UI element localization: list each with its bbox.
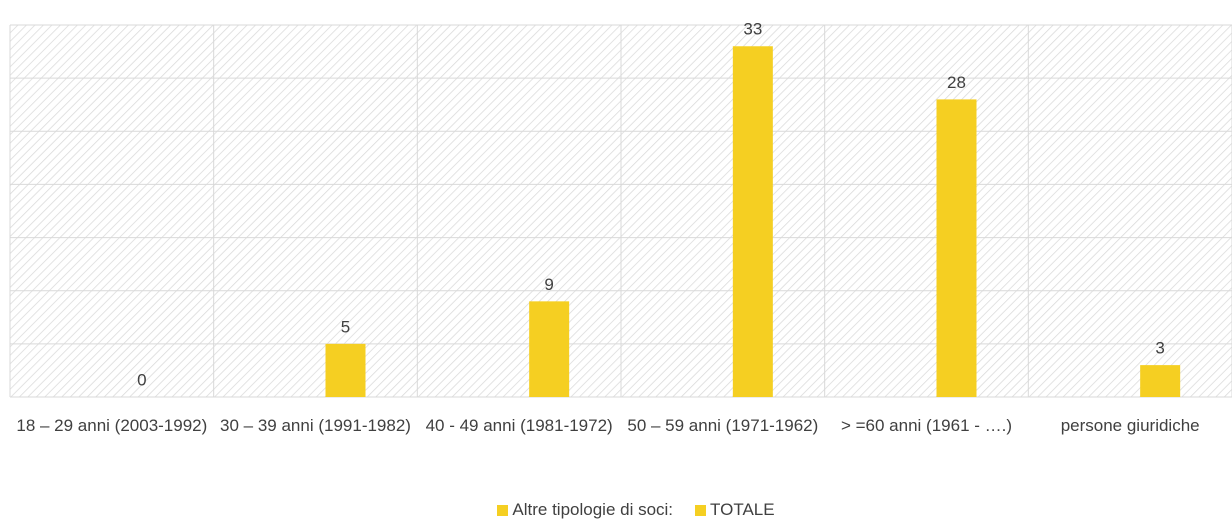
legend-swatch xyxy=(695,504,707,516)
bar xyxy=(936,99,977,398)
legend-item: Altre tipologie di soci: xyxy=(497,500,673,520)
bar xyxy=(529,301,570,397)
data-label: 0 xyxy=(137,370,146,389)
x-tick-label: persone giuridiche xyxy=(1060,416,1200,435)
data-label: 3 xyxy=(1155,339,1164,358)
x-tick-label: 50 – 59 anni (1971-1962) xyxy=(627,416,819,435)
legend: Altre tipologie di soci: TOTALE xyxy=(0,500,1232,520)
data-label: 9 xyxy=(544,275,553,294)
data-label: 28 xyxy=(947,73,966,92)
legend-label: TOTALE xyxy=(710,500,775,519)
legend-items: Altre tipologie di soci: TOTALE xyxy=(0,500,1232,520)
x-tick-label: 30 – 39 anni (1991-1982) xyxy=(220,416,411,435)
data-label: 5 xyxy=(341,317,350,336)
legend-item: TOTALE xyxy=(695,500,775,520)
bar xyxy=(325,343,366,397)
x-tick-label: > =60 anni (1961 - ….) xyxy=(840,416,1013,435)
bar xyxy=(1140,365,1181,397)
x-tick-label: 18 – 29 anni (2003-1992) xyxy=(16,416,208,435)
bar xyxy=(732,46,773,397)
x-tick-label: 40 - 49 anni (1981-1972) xyxy=(425,416,613,435)
legend-label: Altre tipologie di soci: xyxy=(512,500,674,519)
legend-swatch xyxy=(497,504,509,516)
data-label: 33 xyxy=(743,20,762,39)
